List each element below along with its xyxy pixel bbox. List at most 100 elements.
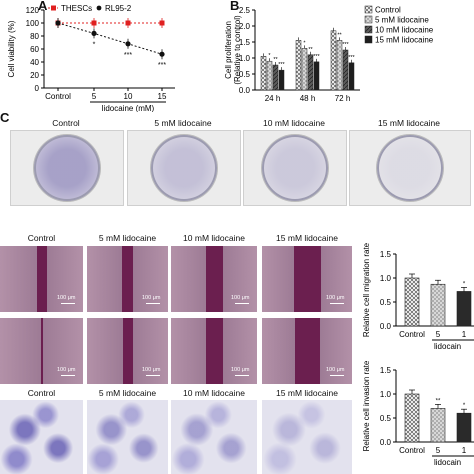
y-tick-label: 0.5 bbox=[380, 298, 392, 307]
x-tick-label: 15 bbox=[158, 92, 167, 101]
scale-bar bbox=[146, 303, 160, 304]
significance-mark: *** bbox=[124, 52, 132, 59]
significance-mark: *** bbox=[313, 54, 320, 60]
significance-mark: ** bbox=[308, 47, 313, 53]
y-tick-label: 0.0 bbox=[380, 438, 392, 447]
bar bbox=[272, 64, 279, 91]
wound-column-label: 5 mM lidocaine bbox=[98, 233, 157, 243]
invasion-column-label: Control bbox=[27, 388, 56, 398]
legend-swatch bbox=[364, 5, 373, 14]
bar bbox=[313, 61, 320, 91]
x-tick-label: Control bbox=[399, 446, 425, 455]
y-axis-label: (Relative to control) bbox=[233, 15, 242, 85]
scale-bar bbox=[330, 303, 344, 304]
colony-dish-image bbox=[243, 130, 347, 206]
x-tick-label: 5 bbox=[436, 446, 441, 455]
significance-mark: ** bbox=[436, 398, 441, 404]
scale-label: 100 μm bbox=[326, 367, 345, 373]
bar bbox=[266, 60, 273, 91]
data-point bbox=[91, 30, 97, 36]
bar bbox=[456, 291, 472, 327]
legend-label: RL95-2 bbox=[105, 4, 132, 13]
scale-bar bbox=[61, 303, 75, 304]
y-tick-label: 80 bbox=[30, 32, 39, 41]
scale-label: 100 μm bbox=[326, 295, 345, 301]
bar bbox=[295, 40, 302, 91]
bar bbox=[404, 277, 420, 327]
y-tick-label: 120 bbox=[26, 6, 40, 15]
legend-swatch bbox=[364, 25, 373, 34]
wound-column-label: 15 mM lidocaine bbox=[276, 233, 338, 243]
x-tick-label: Control bbox=[399, 330, 425, 339]
wound-column-label: 10 mM lidocaine bbox=[183, 233, 245, 243]
scale-label: 100 μm bbox=[57, 295, 76, 301]
x-tick-label: 10 bbox=[124, 92, 133, 101]
migration-bar-chart: 0.0 0.5 1.0 1.5 Relative cell migration rate… bbox=[362, 242, 474, 351]
culture-plate bbox=[34, 135, 100, 201]
y-tick-label: 1.0 bbox=[380, 390, 392, 399]
y-tick-label: 40 bbox=[30, 58, 39, 67]
scale-bar bbox=[235, 303, 249, 304]
y-tick-label: 1.0 bbox=[380, 274, 392, 283]
x-tick-label: 48 h bbox=[300, 94, 316, 103]
legend-marker bbox=[51, 5, 56, 11]
significance-mark: * bbox=[463, 403, 466, 409]
significance-mark: *** bbox=[348, 55, 355, 61]
data-point bbox=[159, 20, 165, 26]
bar bbox=[336, 40, 343, 91]
bar bbox=[278, 69, 285, 91]
invasion-column-label: 15 mM lidocaine bbox=[276, 388, 338, 398]
panel-label-a: A bbox=[38, 0, 48, 13]
scale-label: 100 μm bbox=[142, 295, 161, 301]
y-axis-label: Relative cell migration rate bbox=[362, 242, 371, 337]
data-point bbox=[55, 20, 61, 26]
scale-label: 100 μm bbox=[57, 367, 76, 373]
x-tick-label: 1 bbox=[462, 330, 467, 339]
scale-label: 100 μm bbox=[231, 295, 250, 301]
wound-column-label: Control bbox=[27, 233, 56, 243]
legend-label: 15 mM lidocaine bbox=[375, 36, 434, 45]
scale-bar bbox=[146, 375, 160, 376]
y-tick-label: 1.0 bbox=[239, 54, 251, 63]
y-tick-label: 2.0 bbox=[239, 22, 251, 31]
bar bbox=[330, 30, 337, 91]
scale-bar bbox=[61, 375, 75, 376]
x-tick-label: 5 bbox=[92, 92, 97, 101]
invasion-image bbox=[171, 400, 257, 474]
y-tick-label: 60 bbox=[30, 45, 39, 54]
legend-label: 5 mM lidocaine bbox=[375, 16, 429, 25]
data-point bbox=[125, 20, 131, 26]
x-axis-label: lidocain bbox=[434, 458, 461, 467]
significance-mark: * bbox=[93, 41, 96, 48]
colony-label: 15 mM lidocaine bbox=[378, 118, 440, 128]
scale-label: 100 μm bbox=[142, 367, 161, 373]
x-axis-label: lidocain bbox=[434, 342, 461, 351]
significance-mark: * bbox=[463, 281, 466, 287]
culture-plate bbox=[262, 135, 328, 201]
series-line-RL95-2 bbox=[57, 22, 163, 55]
y-tick-label: 0.5 bbox=[380, 414, 392, 423]
legend-label: 10 mM lidocaine bbox=[375, 26, 434, 35]
y-tick-label: 100 bbox=[26, 19, 40, 28]
data-point bbox=[91, 20, 97, 26]
data-point bbox=[125, 41, 131, 47]
significance-mark: *** bbox=[278, 62, 285, 68]
significance-mark: *** bbox=[342, 42, 349, 48]
x-tick-label: Control bbox=[45, 92, 71, 101]
bar bbox=[348, 62, 355, 91]
bar bbox=[430, 283, 446, 327]
y-axis-label: Cell viability (%) bbox=[7, 20, 16, 77]
data-point bbox=[159, 51, 165, 57]
bar bbox=[342, 49, 349, 91]
y-tick-label: 2.5 bbox=[239, 6, 251, 15]
invasion-image bbox=[0, 400, 83, 474]
invasion-image bbox=[262, 400, 352, 474]
panel-label-c: C bbox=[0, 110, 10, 125]
significance-mark: ** bbox=[337, 32, 342, 38]
colony-dish-image bbox=[10, 130, 124, 206]
significance-mark: * bbox=[268, 53, 271, 59]
wound-image: 100 μm bbox=[262, 246, 352, 312]
panel-label-b: B bbox=[230, 0, 240, 13]
wound-image: 100 μm bbox=[87, 246, 168, 312]
